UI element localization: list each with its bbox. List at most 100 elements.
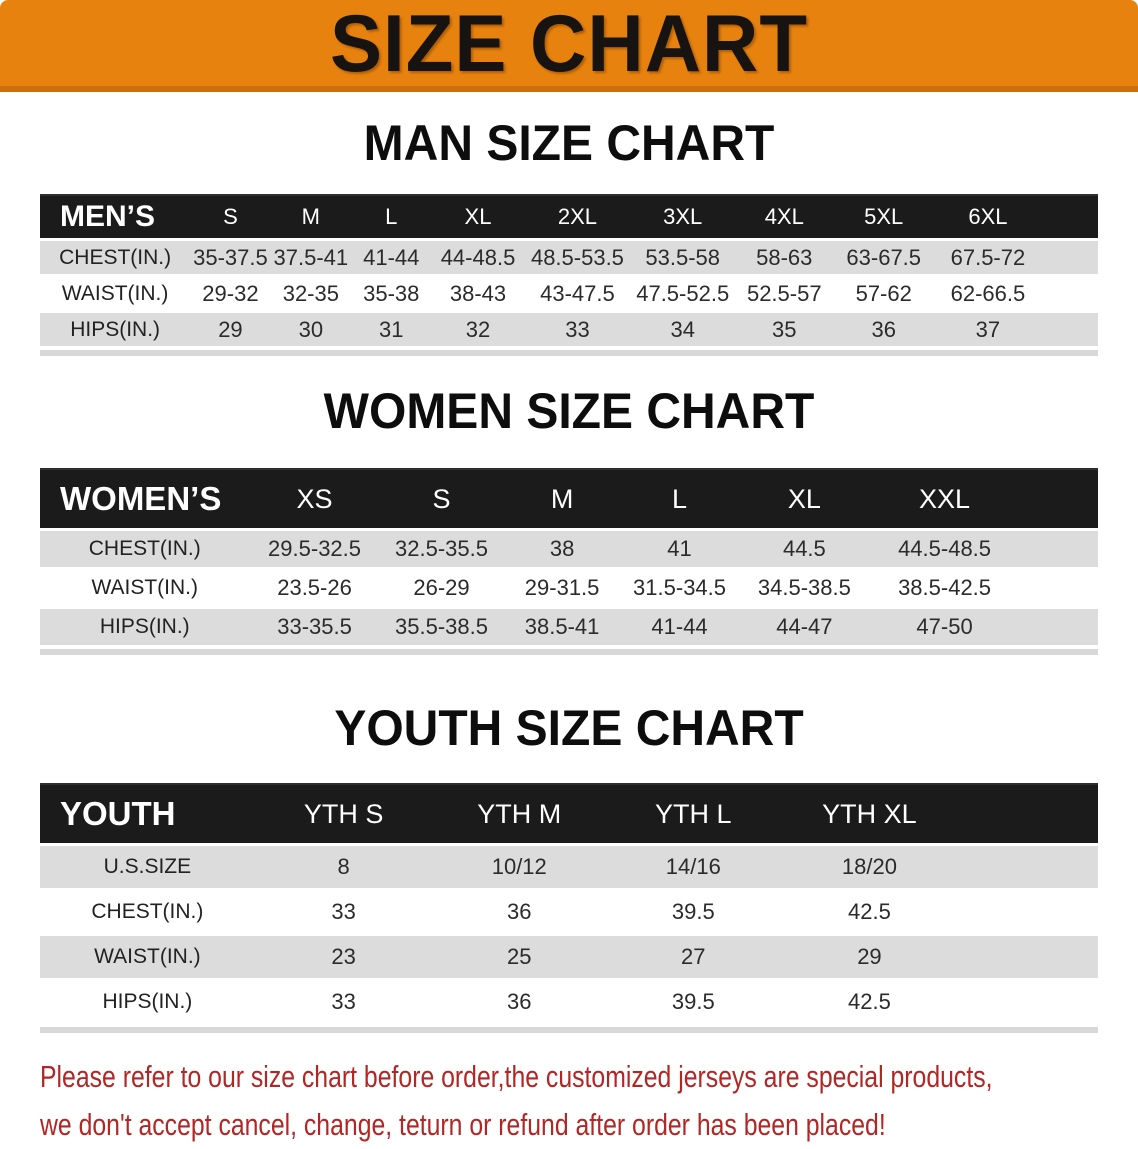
row-filler-cell — [958, 891, 1098, 933]
size-value: 37.5-41 — [270, 241, 352, 274]
size-value: 35-38 — [363, 280, 420, 306]
measurement-row: HIPS(IN.) 33 36 39.5 42.5 — [40, 981, 1098, 1023]
size-value: 8 — [254, 846, 433, 888]
size-value: 29-31.5 — [524, 575, 600, 600]
size-value: 47.5-52.5 — [636, 280, 730, 306]
size-value: 41-44 — [620, 609, 739, 645]
size-value: 57-62 — [855, 280, 912, 306]
size-column-header: S — [190, 194, 271, 238]
size-value: 38 — [503, 531, 621, 567]
size-value: 32.5-35.5 — [379, 531, 504, 567]
row-label: U.S.SIZE — [40, 846, 255, 888]
size-value: 35-37.5 — [190, 241, 271, 274]
size-column-header: M — [270, 194, 352, 238]
women-size-chart-section: WOMEN SIZE CHART WOMEN’S XS S M L XL XXL CHEST(… — [0, 384, 1138, 655]
banner-title: SIZE CHART — [330, 0, 808, 89]
size-table-header-row: WOMEN’S XS S M L XL XXL — [40, 468, 1098, 528]
row-filler-cell — [958, 936, 1098, 978]
size-column-header: YTH M — [432, 783, 606, 843]
size-column-header: M — [503, 468, 621, 528]
size-value: 43-47.5 — [540, 280, 615, 306]
size-value: 38.5-41 — [503, 609, 621, 645]
size-value: 33 — [524, 313, 631, 346]
size-value: 37 — [933, 313, 1042, 346]
man-size-chart-section: MAN SIZE CHART MEN’S S M L XL 2XL 3XL 4XL 5XL 6XL… — [0, 116, 1138, 356]
header-filler-cell — [1041, 194, 1098, 238]
measurement-row: WAIST(IN.) 23.5-26 26-29 29-31.5 31.5-34.5 34… — [40, 570, 1098, 606]
size-value: 35 — [735, 313, 834, 346]
row-label: CHEST(IN.) — [40, 241, 191, 274]
size-value: 32 — [431, 313, 525, 346]
size-value: 34 — [630, 313, 736, 346]
size-value: 18/20 — [780, 846, 959, 888]
size-value: 67.5-72 — [933, 241, 1042, 274]
row-label: HIPS(IN.) — [102, 990, 193, 1013]
row-filler-cell — [1018, 531, 1098, 567]
size-value: 29 — [780, 936, 959, 978]
size-value: 42.5 — [848, 899, 891, 924]
youth-size-table: YOUTH YTH S YTH M YTH L YTH XL U.S.SIZE 8 10/12… — [40, 780, 1098, 1026]
size-column-header: XL — [431, 194, 525, 238]
size-value: 32-35 — [282, 280, 339, 306]
row-filler-cell — [958, 981, 1098, 1023]
size-value: 63-67.5 — [833, 241, 934, 274]
row-label: WAIST(IN.) — [91, 576, 198, 599]
size-value: 41 — [620, 531, 739, 567]
row-label: CHEST(IN.) — [91, 900, 204, 923]
size-value: 48.5-53.5 — [524, 241, 631, 274]
youth-size-chart-section: YOUTH SIZE CHART YOUTH YTH S YTH M YTH L YTH… — [0, 701, 1138, 1033]
size-value: 44-47 — [738, 609, 871, 645]
size-value: 62-66.5 — [950, 280, 1026, 306]
size-column-header: XXL — [870, 468, 1019, 528]
measurement-row: CHEST(IN.) 33 36 39.5 42.5 — [40, 891, 1098, 933]
size-value: 42.5 — [848, 989, 891, 1014]
size-value: 25 — [432, 936, 606, 978]
size-value: 33 — [331, 989, 356, 1014]
size-column-header: YTH S — [254, 783, 433, 843]
size-value: 36 — [507, 989, 532, 1014]
row-filler-cell — [1019, 570, 1098, 606]
disclaimer-line-2: we don't accept cancel, change, teturn o… — [40, 1107, 886, 1142]
disclaimer-text: Please refer to our size chart before or… — [40, 1053, 1112, 1149]
men-size-table: MEN’S S M L XL 2XL 3XL 4XL 5XL 6XL CHEST(IN.) 35-37… — [40, 191, 1098, 349]
measurement-row: WAIST(IN.) 29-32 32-35 35-38 38-43 43-47.5 47.… — [40, 277, 1098, 310]
size-column-header: 4XL — [735, 194, 834, 238]
size-value: 41-44 — [351, 241, 432, 274]
size-column-header: L — [620, 468, 739, 528]
size-table-header-row: MEN’S S M L XL 2XL 3XL 4XL 5XL 6XL — [40, 194, 1098, 238]
size-column-header: S — [379, 468, 504, 528]
measurement-row: WAIST(IN.) 23 25 27 29 — [40, 936, 1098, 978]
measurement-row: HIPS(IN.) 29 30 31 32 33 34 35 36 37 — [40, 313, 1098, 346]
size-value: 29.5-32.5 — [249, 531, 380, 567]
size-column-header: XL — [738, 468, 871, 528]
size-value: 30 — [270, 313, 352, 346]
disclaimer-line-1: Please refer to our size chart before or… — [40, 1059, 993, 1094]
size-value: 29 — [190, 313, 271, 346]
measurement-row: HIPS(IN.) 33-35.5 35.5-38.5 38.5-41 41-44 44-… — [40, 609, 1098, 645]
size-value: 31.5-34.5 — [633, 575, 727, 600]
men-table-bottom-strip — [40, 350, 1098, 356]
table-corner-label: YOUTH — [40, 783, 255, 843]
size-value: 33-35.5 — [249, 609, 380, 645]
size-value: 39.5 — [671, 899, 715, 924]
row-label: HIPS(IN.) — [40, 609, 250, 645]
size-column-header: 6XL — [933, 194, 1042, 238]
women-table-bottom-strip — [40, 649, 1098, 655]
size-chart-banner: SIZE CHART — [0, 0, 1138, 92]
size-value: 26-29 — [413, 575, 470, 600]
table-corner-label: MEN’S — [40, 194, 191, 238]
size-column-header: 3XL — [630, 194, 736, 238]
row-label: CHEST(IN.) — [40, 531, 250, 567]
size-value: 44-48.5 — [431, 241, 525, 274]
header-filler-cell — [1018, 468, 1098, 528]
size-value: 36 — [833, 313, 934, 346]
size-value: 38-43 — [449, 280, 507, 306]
measurement-row: CHEST(IN.) 29.5-32.5 32.5-35.5 38 41 44.5 44.5… — [40, 531, 1098, 567]
size-value: 34.5-38.5 — [757, 575, 851, 600]
size-value: 14/16 — [606, 846, 781, 888]
measurement-row: CHEST(IN.) 35-37.5 37.5-41 41-44 44-48.5 48.5… — [40, 241, 1098, 274]
size-column-header: 2XL — [524, 194, 631, 238]
size-value: 23.5-26 — [277, 575, 352, 600]
row-filler-cell — [1042, 277, 1098, 310]
youth-section-heading: YOUTH SIZE CHART — [334, 700, 804, 757]
